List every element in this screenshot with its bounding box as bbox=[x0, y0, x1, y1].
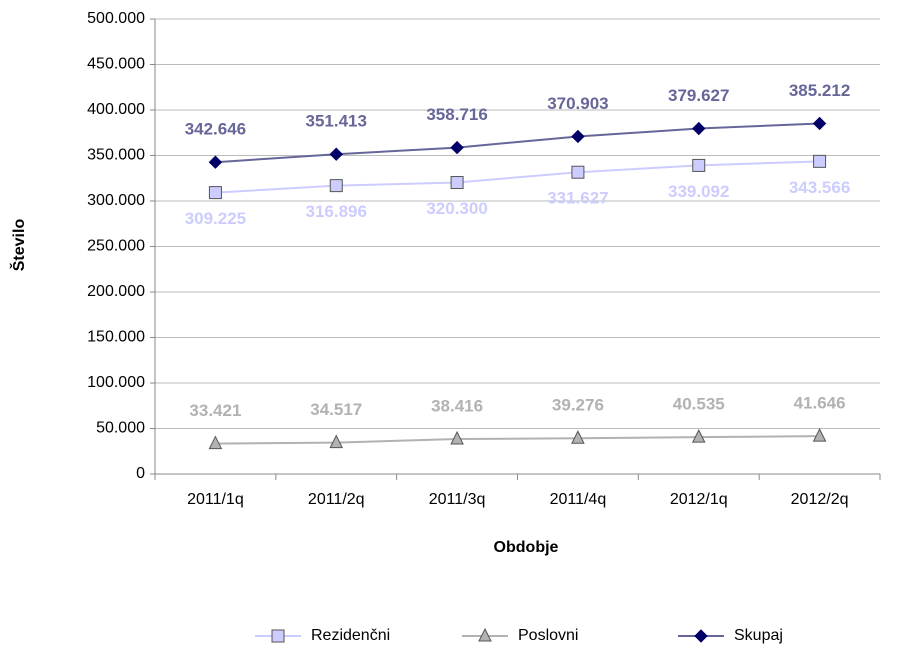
marker bbox=[692, 121, 706, 136]
x-tick-label: 2012/2q bbox=[791, 491, 849, 508]
marker bbox=[478, 627, 492, 642]
marker bbox=[450, 430, 464, 445]
marker bbox=[329, 147, 343, 161]
y-tick-label: 250.000 bbox=[87, 238, 145, 255]
data-label: 351.413 bbox=[306, 112, 367, 131]
marker bbox=[692, 158, 706, 172]
marker bbox=[329, 434, 344, 449]
y-tick-label: 350.000 bbox=[87, 147, 145, 164]
marker bbox=[571, 129, 585, 144]
legend-label: Poslovni bbox=[518, 627, 578, 644]
y-axis-label: Število bbox=[9, 219, 28, 272]
x-tick-label: 2011/1q bbox=[187, 491, 244, 508]
data-label: 38.416 bbox=[431, 397, 483, 416]
data-label: 379.627 bbox=[668, 86, 729, 105]
data-label: 41.646 bbox=[794, 394, 846, 413]
y-tick-label: 500.000 bbox=[87, 10, 145, 27]
y-tick-label: 200.000 bbox=[87, 283, 145, 300]
x-tick-label: 2011/3q bbox=[429, 491, 486, 508]
data-label: 331.627 bbox=[547, 189, 608, 208]
data-label: 370.903 bbox=[547, 94, 608, 113]
marker bbox=[694, 629, 708, 643]
data-label: 320.300 bbox=[426, 199, 487, 218]
x-tick-label: 2012/1q bbox=[670, 491, 728, 508]
y-tick-label: 400.000 bbox=[87, 101, 145, 118]
series-line bbox=[215, 122, 820, 164]
marker bbox=[571, 430, 585, 444]
x-tick-label: 2011/2q bbox=[308, 491, 365, 508]
marker bbox=[813, 154, 827, 168]
data-label: 343.566 bbox=[789, 178, 850, 197]
data-label: 34.517 bbox=[310, 400, 362, 419]
data-label: 316.896 bbox=[306, 202, 367, 221]
y-tick-label: 450.000 bbox=[87, 56, 145, 73]
x-tick-label: 2011/4q bbox=[550, 491, 607, 508]
data-label: 39.276 bbox=[552, 396, 604, 415]
y-tick-label: 300.000 bbox=[87, 192, 145, 209]
data-label: 33.421 bbox=[189, 401, 241, 420]
x-axis-label: Obdobje bbox=[494, 539, 559, 556]
marker bbox=[208, 155, 223, 169]
marker bbox=[691, 428, 706, 443]
marker bbox=[450, 176, 464, 190]
data-label: 339.092 bbox=[668, 182, 729, 201]
series-line bbox=[215, 435, 820, 445]
data-label: 342.646 bbox=[185, 120, 246, 139]
legend-label: Rezidenčni bbox=[311, 627, 390, 644]
data-label: 358.716 bbox=[426, 105, 487, 124]
marker bbox=[329, 179, 343, 193]
marker bbox=[571, 165, 585, 179]
marker bbox=[271, 629, 285, 643]
y-tick-label: 150.000 bbox=[87, 329, 145, 346]
y-tick-label: 0 bbox=[136, 465, 145, 482]
data-label: 40.535 bbox=[673, 395, 725, 414]
legend-label: Skupaj bbox=[734, 627, 783, 644]
y-tick-label: 50.000 bbox=[96, 420, 145, 437]
y-tick-label: 100.000 bbox=[87, 374, 145, 391]
data-label: 309.225 bbox=[185, 209, 246, 228]
marker bbox=[208, 435, 223, 450]
marker bbox=[450, 140, 464, 155]
marker bbox=[812, 427, 827, 442]
series-line bbox=[215, 160, 820, 194]
data-label: 385.212 bbox=[789, 81, 850, 100]
marker bbox=[208, 186, 222, 200]
marker bbox=[812, 116, 827, 131]
